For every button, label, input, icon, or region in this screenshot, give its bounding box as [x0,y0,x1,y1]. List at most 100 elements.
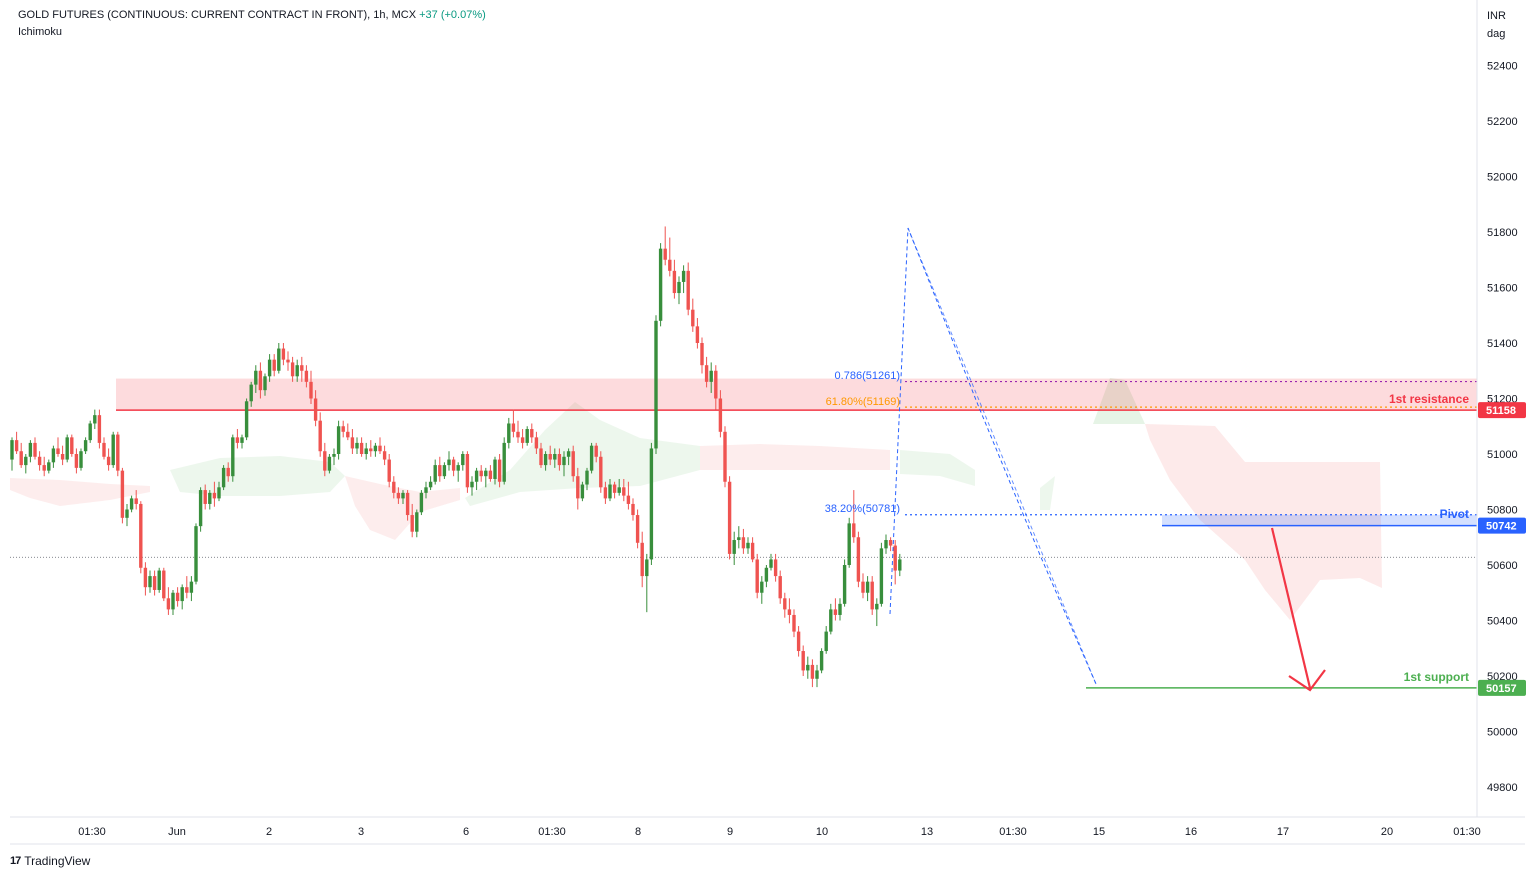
candle [589,442,594,474]
candle-body [286,359,290,363]
candle [548,445,552,466]
candle [654,315,658,454]
time-tick: 16 [1185,826,1197,838]
candle [755,553,759,599]
candle [346,423,350,441]
candle [783,592,787,618]
candle [580,481,585,502]
candle-body [668,259,672,271]
candle [327,454,332,474]
candle [157,567,161,593]
candle-body [801,651,805,671]
candle-body [162,570,166,599]
candle-body [83,440,88,452]
candle [677,276,681,305]
candle [401,490,405,504]
candle-body [507,423,511,443]
candle-body [364,448,368,454]
plot-area[interactable] [10,0,1477,817]
price-tick: 50800 [1487,505,1518,517]
candle [511,409,516,438]
price-axis[interactable]: INRdag5240052200520005180051600514005120… [1476,0,1526,817]
candle-body [888,540,893,546]
candle-body [102,442,106,457]
tradingview-brand[interactable]: 17 TradingView [10,854,90,868]
candle-body [847,523,851,565]
candle [226,462,230,482]
resistance-price-tag: 51158 [1478,402,1526,419]
ichimoku-cloud [10,378,1382,620]
candle [898,553,902,577]
candle-body [608,484,612,499]
candle-body [272,359,276,371]
candle-body [474,470,479,482]
candle-body [438,465,442,477]
candle [470,476,474,496]
candle-body [645,559,649,577]
candle-body [382,451,387,460]
candle [695,318,700,349]
candle-body [856,537,861,582]
candle [60,445,65,466]
candle [704,356,709,388]
candle-body [870,581,874,610]
candle [723,426,727,488]
candle [484,467,488,488]
candle [125,503,129,527]
candle [194,523,198,585]
resistance-zone [116,378,1477,411]
time-tick: 10 [816,826,828,838]
time-axis[interactable]: 01:30 Jun 2 3 6 01:30 8 9 10 13 01:30 15 16 17 20 01:30 [10,816,1525,845]
candle [599,451,603,493]
candle [718,390,723,438]
candle [14,431,19,454]
candle-body [88,423,92,441]
candle [392,476,396,499]
candle [594,442,598,463]
candle-body [879,548,884,604]
candle [116,431,120,477]
candle [396,487,401,504]
candle-body [511,423,516,432]
candle [829,603,833,635]
candle [281,343,286,366]
candle-body [327,456,332,471]
candle-body [258,370,263,391]
candle-body [129,498,134,510]
level-zones [10,378,1477,689]
candle [419,490,424,516]
candle [875,598,879,627]
candle [295,359,299,382]
time-tick: 01:30 [1453,826,1481,838]
candle-body [231,437,235,477]
candle-body [221,467,226,488]
candle [51,445,56,468]
candle [810,659,815,688]
candle-body [175,592,180,602]
candle-body [842,565,847,604]
candle-body [658,248,663,321]
candle-body [677,281,681,294]
candle-body [484,470,488,477]
time-tick: 01:30 [78,826,106,838]
candle [231,434,235,482]
candle-body [332,454,336,457]
pivot-zone [1162,514,1477,526]
candle [612,481,617,499]
indicator-label[interactable]: Ichimoku [18,26,63,38]
candle [847,517,851,568]
price-tick: 51600 [1487,283,1518,295]
candle-body [447,459,451,466]
candle [267,354,272,382]
candle [373,442,378,457]
candle [300,356,304,382]
candle-body [723,431,727,482]
candle [824,626,828,654]
time-tick: 2 [266,826,272,838]
candle-body [93,415,97,424]
candle-body [461,454,465,466]
candle-body [530,429,534,438]
candle [309,370,313,405]
candle [111,431,115,468]
